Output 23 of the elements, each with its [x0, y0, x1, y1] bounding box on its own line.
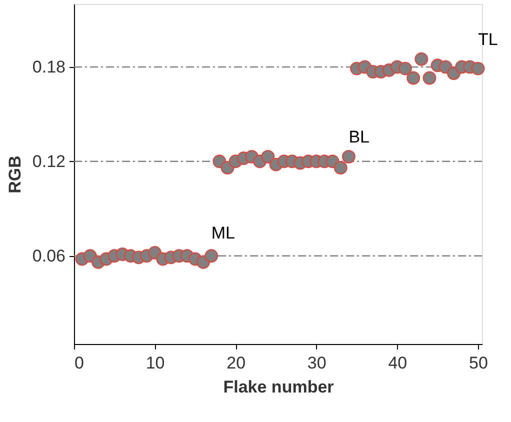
x-axis-title: Flake number — [223, 378, 334, 396]
y-tick-label: 0.12 — [32, 152, 66, 171]
series-label: BL — [348, 128, 370, 147]
y-axis-title: RGB — [5, 156, 24, 194]
point — [204, 249, 218, 263]
point — [406, 71, 420, 85]
x-tick-label: 30 — [307, 354, 326, 372]
point — [422, 71, 436, 85]
y-tick-label: 0.06 — [32, 246, 66, 266]
x-tick-label: 20 — [226, 354, 246, 372]
point — [398, 62, 412, 76]
point — [471, 62, 485, 76]
x-tick-label: 0 — [74, 354, 84, 372]
x-tick-label: 50 — [469, 354, 488, 372]
y-tick-label: 0.18 — [32, 57, 66, 76]
x-tick-label: 40 — [388, 354, 408, 372]
series-label: TL — [478, 30, 498, 50]
point — [342, 150, 356, 164]
series-label: ML — [211, 224, 235, 243]
point — [261, 150, 275, 164]
x-tick-label: 10 — [146, 354, 165, 372]
point — [334, 160, 348, 174]
point — [414, 52, 428, 66]
